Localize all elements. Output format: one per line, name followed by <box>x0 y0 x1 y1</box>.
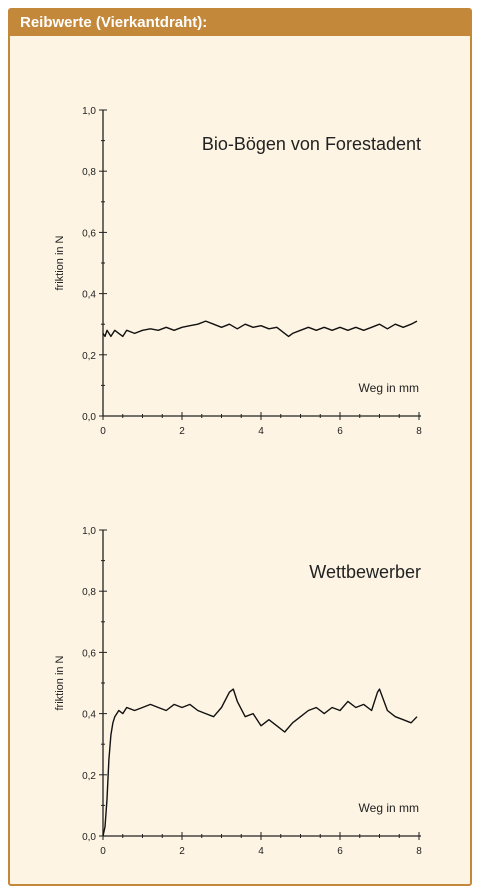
chart-title: Bio-Bögen von Forestadent <box>202 134 421 154</box>
chart-title: Wettbewerber <box>309 562 421 582</box>
panel-title: Reibwerte (Vierkantdraht): <box>10 10 470 36</box>
chart-wettbewerber: 0,0 0,2 0,4 0,6 0,8 1,0 0 2 4 6 8 friktion in N Weg … <box>54 526 422 857</box>
x-tick-label: 4 <box>258 426 264 437</box>
y-tick-label: 0,4 <box>82 710 96 721</box>
y-tick-label: 0,0 <box>82 412 96 423</box>
chart-bio-boegen: 0,0 0,2 0,4 0,6 0,8 1,0 0 2 4 6 8 friktion in N Weg … <box>54 106 422 437</box>
x-tick-label: 2 <box>179 426 185 437</box>
chart-ticks <box>99 109 420 420</box>
y-tick-label: 0,0 <box>82 832 96 843</box>
chart-labels: 0,0 0,2 0,4 0,6 0,8 1,0 0 2 4 6 8 friktion in N Weg … <box>54 106 422 437</box>
y-axis-label: friktion in N <box>54 655 66 710</box>
x-tick-label: 0 <box>100 846 106 857</box>
y-tick-label: 0,8 <box>82 587 96 598</box>
y-axis-label: friktion in N <box>54 235 66 290</box>
friction-panel: Reibwerte (Vierkantdraht): 0,0 0,2 0,4 0,6 0… <box>8 8 472 886</box>
y-tick-label: 0,2 <box>82 351 96 362</box>
x-tick-label: 6 <box>337 846 343 857</box>
x-tick-label: 2 <box>179 846 185 857</box>
y-tick-label: 1,0 <box>82 526 96 537</box>
series-line <box>102 688 418 837</box>
chart-data <box>102 688 418 837</box>
y-tick-label: 0,6 <box>82 228 96 239</box>
chart-labels: 0,0 0,2 0,4 0,6 0,8 1,0 0 2 4 6 8 friktion in N Weg … <box>54 526 422 857</box>
y-tick-label: 0,6 <box>82 648 96 659</box>
chart-axes <box>102 110 421 417</box>
x-axis-label: Weg in mm <box>359 801 419 815</box>
y-tick-label: 0,4 <box>82 290 96 301</box>
x-tick-label: 4 <box>258 846 264 857</box>
series-line <box>102 320 418 338</box>
y-tick-label: 0,8 <box>82 167 96 178</box>
chart-data <box>102 320 418 338</box>
x-tick-label: 8 <box>416 426 422 437</box>
y-tick-label: 0,2 <box>82 771 96 782</box>
x-tick-label: 6 <box>337 426 343 437</box>
y-tick-label: 1,0 <box>82 106 96 117</box>
x-tick-label: 0 <box>100 426 106 437</box>
chart-ticks <box>99 529 420 840</box>
x-axis-label: Weg in mm <box>359 381 419 395</box>
x-tick-label: 8 <box>416 846 422 857</box>
